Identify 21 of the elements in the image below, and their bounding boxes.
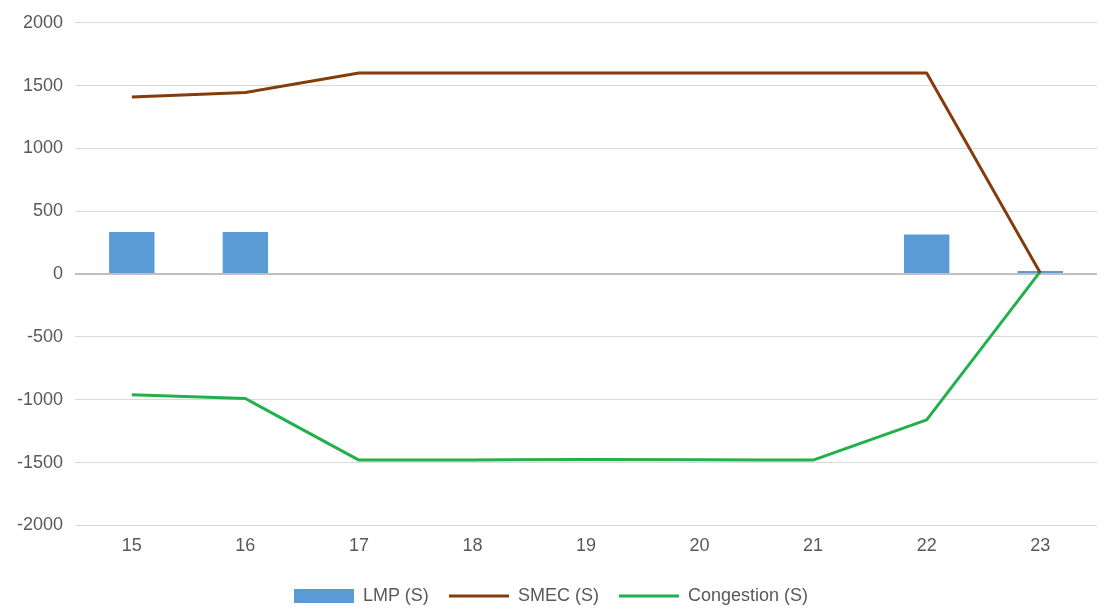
y-tick-label: -2000: [16, 514, 64, 535]
y-tick-label: 1500: [22, 74, 64, 95]
y-tick-label: 500: [32, 200, 64, 221]
y-tick-label: -500: [27, 325, 64, 346]
legend-label: LMP (S): [362, 584, 429, 605]
y-tick-label: 1000: [22, 137, 64, 158]
x-tick-label: 22: [916, 535, 937, 556]
x-tick-label: 21: [803, 535, 824, 556]
x-tick-label: 16: [235, 535, 256, 556]
x-tick-label: 20: [689, 535, 710, 556]
x-tick-label: 15: [121, 535, 142, 556]
x-tick-label: 19: [576, 535, 597, 556]
x-tick-label: 17: [348, 535, 369, 556]
x-tick-label: 18: [462, 535, 483, 556]
y-tick-label: 0: [53, 263, 64, 284]
y-tick-label: -1500: [16, 451, 64, 472]
legend-label: SMEC (S): [517, 584, 599, 605]
y-tick-label: 2000: [22, 11, 64, 32]
legend-label: Congestion (S): [687, 584, 809, 605]
y-tick-label: -1000: [16, 388, 64, 409]
x-tick-label: 23: [1030, 535, 1051, 556]
